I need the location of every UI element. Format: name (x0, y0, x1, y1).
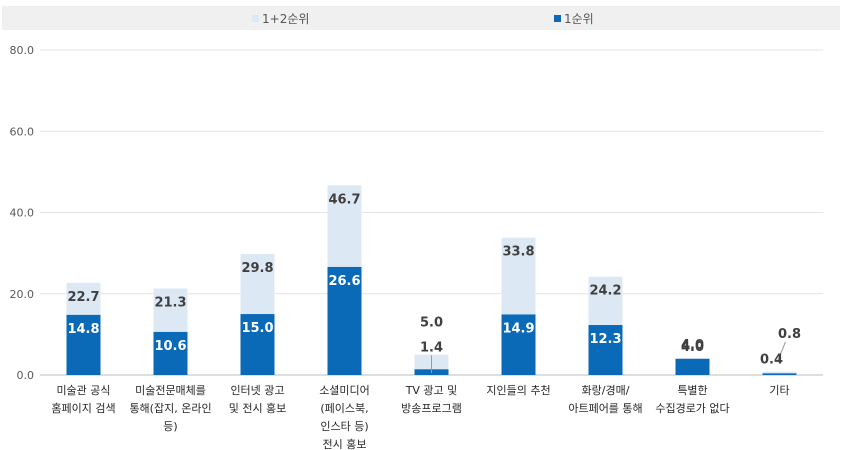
x-tick-label: 및 전시 홍보 (229, 401, 287, 415)
data-label-first: 10.6 (154, 339, 186, 354)
x-tick-label: 등) (163, 420, 177, 433)
x-tick-label: 미술관 공식 (56, 384, 110, 397)
x-tick-label: TV 광고 및 (405, 384, 458, 397)
data-label-first: 4.0 (681, 340, 704, 355)
bar-first (762, 373, 797, 375)
data-label-first: 12.3 (589, 332, 621, 347)
data-label-total: 5.0 (420, 316, 443, 331)
bar-first (327, 266, 362, 375)
bar-first (66, 314, 101, 375)
legend-item-series-1: 1+2순위 (252, 10, 309, 27)
legend: 1+2순위 1순위 (2, 6, 840, 30)
data-label-total: 0.8 (778, 327, 801, 342)
data-label-first: 1.4 (420, 340, 443, 355)
x-tick-label: 특별한 (677, 384, 707, 397)
data-label-total: 29.8 (241, 261, 273, 276)
y-tick-label: 60.0 (10, 125, 35, 138)
bar-first (675, 358, 710, 375)
data-label-total: 24.2 (589, 284, 621, 299)
x-tick-label: 인터넷 광고 (230, 384, 284, 397)
bar-first (588, 325, 623, 375)
x-tick-label: 인스타 등) (320, 420, 368, 433)
x-tick-label: 기타 (769, 384, 789, 397)
y-tick-label: 0.0 (17, 369, 35, 382)
data-label-first: 26.6 (328, 274, 360, 289)
y-tick-label: 80.0 (10, 44, 35, 57)
x-tick-label: 홈페이지 검색 (51, 401, 115, 415)
legend-item-series-2: 1순위 (554, 10, 594, 27)
legend-swatch-series-2 (554, 15, 561, 22)
legend-label-series-1: 1+2순위 (262, 12, 310, 26)
x-tick-label: (페이스북, (320, 402, 368, 415)
legend-label-series-2: 1순위 (564, 12, 594, 26)
x-tick-label: 방송프로그램 (401, 402, 462, 415)
x-tick-label: 화랑/경매/ (582, 384, 630, 397)
y-tick-label: 20.0 (10, 288, 35, 301)
data-label-first: 15.0 (241, 321, 273, 336)
x-tick-label: 미술전문매체를 (135, 384, 206, 397)
bar-first (240, 314, 275, 375)
data-label-first: 14.9 (502, 321, 534, 336)
data-label-total: 4.0 (681, 338, 704, 353)
x-tick-label: 아트페어를 통해 (568, 401, 642, 415)
x-tick-label: 전시 홍보 (323, 437, 367, 450)
bar-first (501, 314, 536, 375)
x-tick-label: 지인들의 추천 (486, 383, 550, 397)
x-tick-label: 소셜미디어 (319, 384, 370, 397)
x-tick-label: 통해(잡지, 온라인 (129, 401, 211, 415)
bar-first (153, 331, 188, 375)
data-label-total: 22.7 (67, 290, 99, 305)
data-label-total: 21.3 (154, 295, 186, 310)
data-label-first: 0.4 (760, 352, 783, 367)
data-label-total: 46.7 (328, 192, 360, 207)
legend-swatch-series-1 (252, 15, 259, 22)
data-label-first: 14.8 (67, 322, 99, 337)
y-tick-label: 40.0 (10, 207, 35, 220)
leader-line (777, 341, 786, 362)
x-tick-label: 수집경로가 없다 (655, 402, 729, 415)
data-label-total: 33.8 (502, 245, 534, 260)
